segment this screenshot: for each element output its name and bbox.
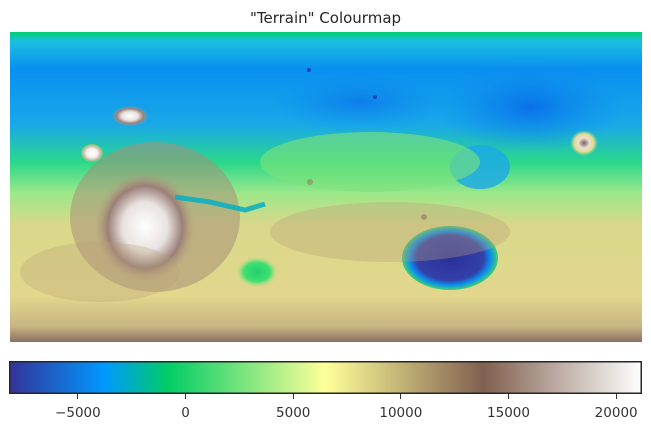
colorbar (9, 361, 642, 394)
colorbar-tick-mark (292, 394, 294, 399)
colorbar-tick-label: 15000 (487, 405, 530, 421)
chart-title: "Terrain" Colourmap (249, 9, 402, 27)
terrain-map (10, 32, 642, 342)
colorbar-tick-mark (508, 394, 509, 399)
colorbar-tick-mark (185, 394, 187, 399)
colorbar-tick-label: 5000 (276, 405, 311, 421)
colorbar-tick-label: 20000 (594, 405, 638, 421)
colorbar-tick-mark (615, 394, 617, 399)
colorbar-tick-mark (77, 394, 79, 399)
colorbar-tick-label: −5000 (55, 405, 101, 421)
colorbar-tick-label: 0 (181, 405, 190, 421)
colorbar-tick-label: 10000 (379, 405, 423, 421)
colorbar-tick-mark (400, 394, 402, 399)
